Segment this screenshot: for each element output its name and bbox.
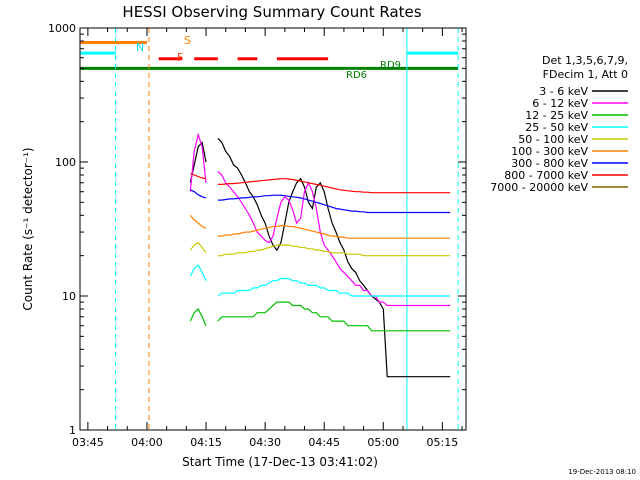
x-tick-label: 04:30 — [249, 436, 281, 449]
flag-label-s: S — [184, 34, 191, 47]
x-tick-label: 04:45 — [308, 436, 340, 449]
legend-entry-label: 300 - 800 keV — [511, 157, 588, 170]
y-tick-label: 1000 — [48, 22, 76, 35]
series-line-6 — [190, 189, 451, 214]
legend-header-line-2: FDecim 1, Att 0 — [543, 68, 628, 81]
series-line-4 — [189, 241, 451, 257]
series-line-2 — [189, 301, 451, 332]
plot-frame — [79, 27, 467, 431]
y-tick-label: 100 — [55, 156, 76, 169]
x-tick-label: 04:00 — [131, 436, 163, 449]
series-line-3 — [189, 264, 451, 297]
series-layer — [189, 132, 451, 378]
chart-title: HESSI Observing Summary Count Rates — [122, 3, 421, 21]
flags-layer — [80, 40, 459, 70]
x-tick-label: 05:00 — [367, 436, 399, 449]
legend-header-line-1: Det 1,3,5,6,7,9, — [542, 54, 628, 67]
legend-entry-label: 100 - 300 keV — [511, 145, 588, 158]
y-tick-label: 1 — [69, 424, 76, 437]
series-line-7 — [190, 172, 451, 194]
vertical-markers-layer — [114, 28, 459, 430]
legend-entry-label: 25 - 50 keV — [525, 121, 588, 134]
legend-entry-label: 7000 - 20000 keV — [490, 181, 588, 194]
legend-entry-label: 3 - 6 keV — [539, 85, 588, 98]
x-axis: 03:45 04:00 04:15 04:30 04:45 05:00 05:15 — [72, 28, 463, 449]
y-axis-label: Count Rate (s⁻¹ detector⁻¹) — [21, 147, 35, 310]
flag-label-n: N — [136, 41, 144, 54]
flag-label-rd6: RD6 — [346, 70, 367, 81]
flag-label-rd9: RD9 — [380, 60, 401, 71]
legend-entry-label: 800 - 7000 keV — [504, 169, 588, 182]
timestamp: 19-Dec-2013 08:10 — [568, 468, 636, 476]
x-tick-label: 04:15 — [190, 436, 222, 449]
legend-entry-label: 6 - 12 keV — [532, 97, 588, 110]
y-tick-label: 10 — [62, 290, 76, 303]
series-line-5 — [189, 214, 451, 239]
legend-entry-label: 12 - 25 keV — [525, 109, 588, 122]
legend: Det 1,3,5,6,7,9, FDecim 1, Att 0 3 - 6 k… — [490, 54, 628, 194]
x-tick-label: 05:15 — [427, 436, 459, 449]
x-tick-label: 03:45 — [72, 436, 104, 449]
y-axis: 1 10 100 1000 — [48, 22, 466, 437]
legend-entry-label: 50 - 100 keV — [518, 133, 588, 146]
x-axis-label: Start Time (17-Dec-13 03:41:02) — [182, 455, 378, 469]
flag-label-f: F — [177, 51, 183, 64]
